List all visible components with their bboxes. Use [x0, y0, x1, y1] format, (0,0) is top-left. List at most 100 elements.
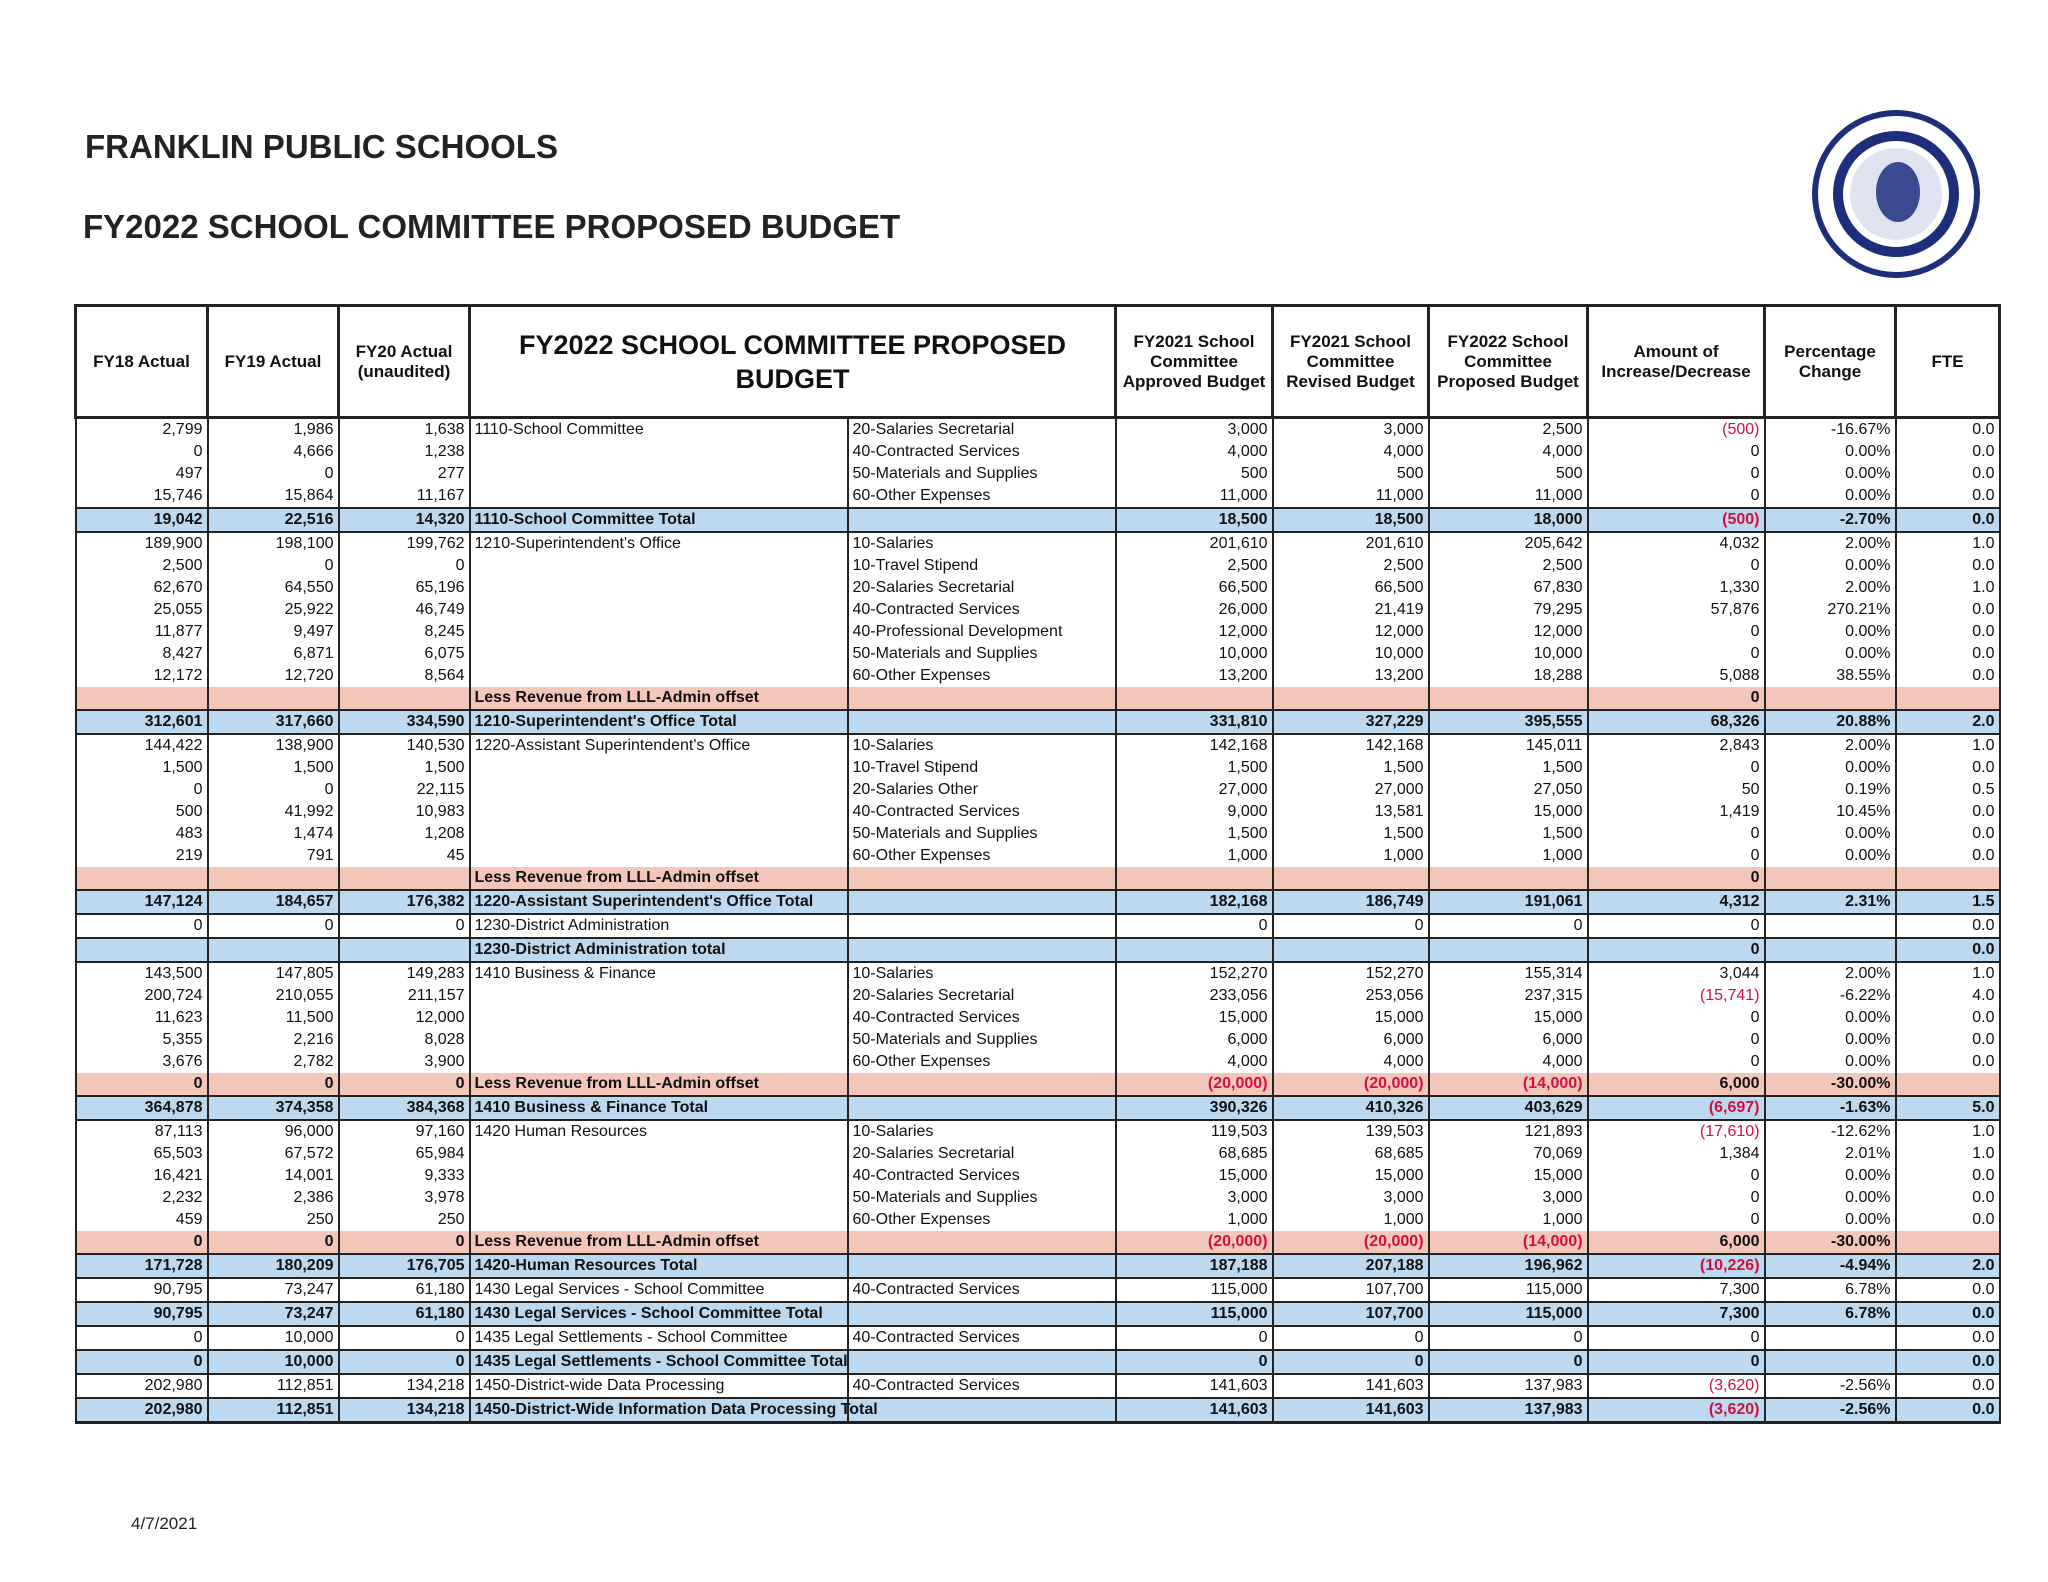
table-row: 12,172 12,720 8,564 60-Other Expenses 13,200… [74, 665, 2001, 687]
cell: 26,000 [1114, 599, 1274, 621]
cell: 119,503 [1114, 1120, 1274, 1143]
cell: 1.5 [1894, 889, 2001, 915]
cell: 27,000 [1271, 779, 1430, 801]
cell: 57,876 [1586, 599, 1766, 621]
cell: 390,326 [1114, 1095, 1274, 1121]
table-row: 312,601 317,660 334,590 1210-Superintendent… [74, 709, 2001, 735]
cell [468, 1143, 849, 1165]
cell: 3,676 [74, 1051, 209, 1073]
cell: 6.78% [1763, 1301, 1897, 1327]
cell: 0.0 [1894, 1209, 2001, 1231]
cell: 0 [1586, 643, 1766, 665]
cell: 38.55% [1763, 665, 1897, 687]
table-row: 1,500 1,500 1,500 10-Travel Stipend 1,500 1,5… [74, 757, 2001, 779]
cell: 202,980 [74, 1374, 209, 1398]
cell: 45 [337, 845, 471, 867]
cell: 0 [74, 1073, 209, 1096]
cell: 0 [337, 1349, 471, 1375]
cell: 4,000 [1271, 441, 1430, 463]
cell: 15,000 [1114, 1007, 1274, 1029]
cell: 21,419 [1271, 599, 1430, 621]
cell: 1450-District-Wide Information Data Proc… [468, 1397, 878, 1424]
cell: 2,386 [206, 1187, 340, 1209]
cell: 3,900 [337, 1051, 471, 1073]
table-row: 459 250 250 60-Other Expenses 1,000 1,000 1,00… [74, 1209, 2001, 1231]
cell: 61,180 [337, 1278, 471, 1302]
table-row: 0 0 0 1230-District Administration 0 0 0 0 0.0 [74, 914, 2001, 938]
cell: 10,000 [206, 1326, 340, 1350]
table-row: 200,724 210,055 211,157 20-Salaries Secreta… [74, 985, 2001, 1007]
cell [1114, 937, 1274, 963]
cell: 0 [337, 914, 471, 938]
cell [206, 937, 340, 963]
cell: 22,115 [337, 779, 471, 801]
cell: 0 [206, 1231, 340, 1254]
cell: 0.0 [1894, 1187, 2001, 1209]
cell: 97,160 [337, 1120, 471, 1143]
table-row: 3,676 2,782 3,900 60-Other Expenses 4,000 4,0… [74, 1051, 2001, 1073]
cell: 0 [1586, 1326, 1766, 1350]
table-row: 65,503 67,572 65,984 20-Salaries Secretaria… [74, 1143, 2001, 1165]
cell: 4,032 [1586, 532, 1766, 555]
cell: 22,516 [206, 507, 340, 533]
cell: 20-Salaries Other [846, 779, 1117, 801]
cell [846, 1349, 1117, 1375]
cell: 134,218 [337, 1374, 471, 1398]
subtitle: FY2022 SCHOOL COMMITTEE PROPOSED BUDGET [83, 208, 901, 245]
cell: 149,283 [337, 962, 471, 985]
cell: 1,500 [1427, 757, 1589, 779]
cell: 143,500 [74, 962, 209, 985]
cell: 270.21% [1763, 599, 1897, 621]
cell: 20.88% [1763, 709, 1897, 735]
cell: 1435 Legal Settlements - School Committe… [468, 1326, 849, 1350]
column-header: Percentage Change [1763, 304, 1898, 419]
cell: 64,550 [206, 577, 340, 599]
cell: 46,749 [337, 599, 471, 621]
cell: 791 [206, 845, 340, 867]
cell: 62,670 [74, 577, 209, 599]
cell: 14,001 [206, 1165, 340, 1187]
cell: 0.0 [1894, 1397, 2001, 1424]
column-header: FY19 Actual [206, 304, 340, 419]
cell [337, 937, 471, 963]
cell: 18,500 [1271, 507, 1430, 533]
column-header: FY2021 School Committee Approved Budget [1114, 304, 1275, 419]
cell: (6,697) [1586, 1095, 1766, 1121]
cell: 15,000 [1427, 1007, 1589, 1029]
cell: 202,980 [74, 1397, 209, 1424]
cell: 0.0 [1894, 845, 2001, 867]
cell: 1.0 [1894, 734, 2001, 757]
table-row: 8,427 6,871 6,075 50-Materials and Supplies… [74, 643, 2001, 665]
cell: 2,843 [1586, 734, 1766, 757]
cell: 0.00% [1763, 1029, 1897, 1051]
cell: 41,992 [206, 801, 340, 823]
cell [1271, 867, 1430, 890]
cell: 0.0 [1894, 757, 2001, 779]
cell: -12.62% [1763, 1120, 1897, 1143]
cell: 0.0 [1894, 643, 2001, 665]
cell: 79,295 [1427, 599, 1589, 621]
cell [1763, 687, 1897, 710]
cell: 68,685 [1114, 1143, 1274, 1165]
cell: 10-Salaries [846, 734, 1117, 757]
table-row: 19,042 22,516 14,320 1110-School Committee … [74, 507, 2001, 533]
cell: 96,000 [206, 1120, 340, 1143]
cell [74, 867, 209, 890]
cell: 2.01% [1763, 1143, 1897, 1165]
cell: -4.94% [1763, 1253, 1897, 1279]
cell: 0.0 [1894, 621, 2001, 643]
cell: 0.0 [1894, 1051, 2001, 1073]
cell: 13,200 [1114, 665, 1274, 687]
cell: 184,657 [206, 889, 340, 915]
cell: 139,503 [1271, 1120, 1430, 1143]
cell: 134,218 [337, 1397, 471, 1424]
cell: 1230-District Administration total [468, 937, 849, 963]
cell: 0 [1427, 1349, 1589, 1375]
cell: 11,000 [1114, 485, 1274, 508]
cell: 112,851 [206, 1397, 340, 1424]
table-row: 2,799 1,986 1,638 1110-School Committee 20-S… [74, 417, 2001, 441]
cell: -2.70% [1763, 507, 1897, 533]
cell: 201,610 [1271, 532, 1430, 555]
cell: 6,075 [337, 643, 471, 665]
cell: 121,893 [1427, 1120, 1589, 1143]
